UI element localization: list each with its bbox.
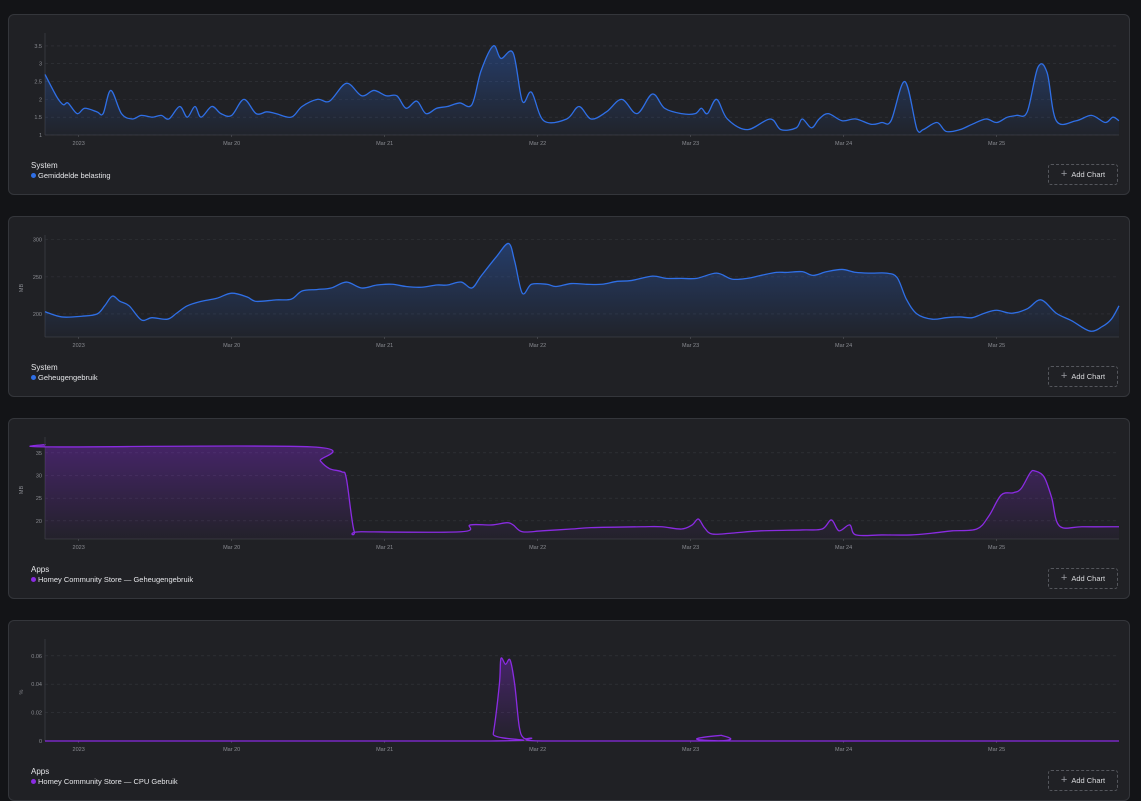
y-tick-label: 25 <box>36 496 42 502</box>
add-chart-button[interactable]: + Add Chart <box>1048 366 1118 387</box>
legend-item-label: Homey Community Store — CPU Gebruik <box>38 777 178 786</box>
x-tick-label: Mar 22 <box>529 343 546 349</box>
series-color-dot <box>31 173 36 178</box>
add-chart-button[interactable]: + Add Chart <box>1048 568 1118 589</box>
y-tick-label: 2 <box>39 97 42 103</box>
x-tick-label: Mar 24 <box>835 545 852 551</box>
plus-icon: + <box>1060 774 1068 786</box>
y-axis-label: MB <box>19 284 25 293</box>
series-color-dot <box>31 577 36 582</box>
x-tick-label: 2023 <box>73 747 85 753</box>
legend-group-title: System <box>31 161 58 170</box>
y-tick-label: 1 <box>39 133 42 139</box>
x-tick-label: Mar 25 <box>988 545 1005 551</box>
add-chart-label: Add Chart <box>1071 776 1106 785</box>
series-area <box>45 45 1119 135</box>
legend: Apps Homey Community Store — Geheugengeb… <box>31 565 193 584</box>
x-tick-label: Mar 25 <box>988 343 1005 349</box>
series-line[interactable] <box>29 443 1120 537</box>
legend: System Geheugengebruik <box>31 363 98 382</box>
x-tick-label: Mar 24 <box>835 141 852 147</box>
y-tick-label: 200 <box>33 312 42 318</box>
chart-plot: 20 25 30 35 MB 2023 Mar 20 Mar 21 Mar 22 Mar 23 Ma… <box>19 437 1120 551</box>
plus-icon: + <box>1060 572 1068 584</box>
series-line[interactable] <box>44 242 1120 332</box>
y-tick-label: 1.5 <box>34 115 42 121</box>
x-tick-label: Mar 23 <box>682 141 699 147</box>
legend-item[interactable]: Geheugengebruik <box>31 373 98 382</box>
x-tick-label: Mar 24 <box>835 747 852 753</box>
add-chart-button[interactable]: + Add Chart <box>1048 164 1118 185</box>
x-tick-label: Mar 22 <box>529 747 546 753</box>
chart-plot: 1 1.5 2 2.5 3 3.5 2023 Mar 20 Mar 21 Mar 22 Mar 23… <box>34 33 1120 147</box>
x-tick-label: Mar 20 <box>223 545 240 551</box>
y-tick-label: 3 <box>39 62 42 68</box>
chart-card: 200 250 300 MB 2023 Mar 20 Mar 21 Mar 22 Mar 23 M… <box>8 216 1130 397</box>
series-color-dot <box>31 375 36 380</box>
x-tick-label: Mar 25 <box>988 141 1005 147</box>
plus-icon: + <box>1060 370 1068 382</box>
legend-item-label: Gemiddelde belasting <box>38 171 111 180</box>
x-tick-label: Mar 21 <box>376 343 393 349</box>
add-chart-label: Add Chart <box>1071 574 1106 583</box>
y-tick-label: 30 <box>36 473 42 479</box>
x-tick-label: 2023 <box>73 545 85 551</box>
y-tick-label: 2.5 <box>34 80 42 86</box>
y-tick-label: 0.02 <box>31 711 42 717</box>
chart-plot: 0 0.02 0.04 0.06% 2023 Mar 20 Mar 21 Mar 22 Mar … <box>19 639 1119 753</box>
legend-group-title: Apps <box>31 565 50 574</box>
chart-card: 0 0.02 0.04 0.06% 2023 Mar 20 Mar 21 Mar 22 Mar … <box>8 620 1130 801</box>
y-tick-label: 300 <box>33 238 42 244</box>
legend-item-label: Geheugengebruik <box>38 373 98 382</box>
y-tick-label: 0.04 <box>31 682 42 688</box>
legend-group-title: System <box>31 363 58 372</box>
chart-card: 1 1.5 2 2.5 3 3.5 2023 Mar 20 Mar 21 Mar 22 Mar 23… <box>8 14 1130 195</box>
x-tick-label: Mar 21 <box>376 141 393 147</box>
x-tick-label: Mar 22 <box>529 545 546 551</box>
y-tick-label: 35 <box>36 451 42 457</box>
y-tick-label: 0 <box>39 739 42 745</box>
y-tick-label: 3.5 <box>34 44 42 50</box>
x-tick-label: Mar 23 <box>682 343 699 349</box>
x-tick-label: Mar 25 <box>988 747 1005 753</box>
x-tick-label: Mar 20 <box>223 747 240 753</box>
legend-item[interactable]: Gemiddelde belasting <box>31 171 111 180</box>
y-axis-label: MB <box>19 486 25 495</box>
y-tick-label: 20 <box>36 519 42 525</box>
x-tick-label: Mar 20 <box>223 141 240 147</box>
x-tick-label: Mar 20 <box>223 343 240 349</box>
x-tick-label: 2023 <box>73 343 85 349</box>
y-axis-label: % <box>19 689 25 694</box>
x-tick-label: Mar 24 <box>835 343 852 349</box>
x-tick-label: Mar 21 <box>376 545 393 551</box>
legend-item[interactable]: Homey Community Store — CPU Gebruik <box>31 777 178 786</box>
chart-card: 20 25 30 35 MB 2023 Mar 20 Mar 21 Mar 22 Mar 23 Ma… <box>8 418 1130 599</box>
series-area <box>45 657 1119 741</box>
x-tick-label: Mar 21 <box>376 747 393 753</box>
legend-item[interactable]: Homey Community Store — Geheugengebruik <box>31 575 193 584</box>
x-tick-label: 2023 <box>73 141 85 147</box>
add-chart-label: Add Chart <box>1071 372 1106 381</box>
series-area <box>29 444 1120 539</box>
legend: System Gemiddelde belasting <box>31 161 111 180</box>
add-chart-label: Add Chart <box>1071 170 1106 179</box>
legend-item-label: Homey Community Store — Geheugengebruik <box>38 575 194 584</box>
x-tick-label: Mar 23 <box>682 545 699 551</box>
chart-plot: 200 250 300 MB 2023 Mar 20 Mar 21 Mar 22 Mar 23 M… <box>19 235 1120 349</box>
legend-group-title: Apps <box>31 767 50 776</box>
plus-icon: + <box>1060 168 1068 180</box>
y-tick-label: 250 <box>33 275 42 281</box>
add-chart-button[interactable]: + Add Chart <box>1048 770 1118 791</box>
y-tick-label: 0.06 <box>31 654 42 660</box>
legend: Apps Homey Community Store — CPU Gebruik <box>31 767 178 786</box>
series-color-dot <box>31 779 36 784</box>
series-line[interactable] <box>44 45 1120 133</box>
series-area <box>45 243 1119 337</box>
x-tick-label: Mar 23 <box>682 747 699 753</box>
series-line[interactable] <box>45 657 1119 742</box>
x-tick-label: Mar 22 <box>529 141 546 147</box>
